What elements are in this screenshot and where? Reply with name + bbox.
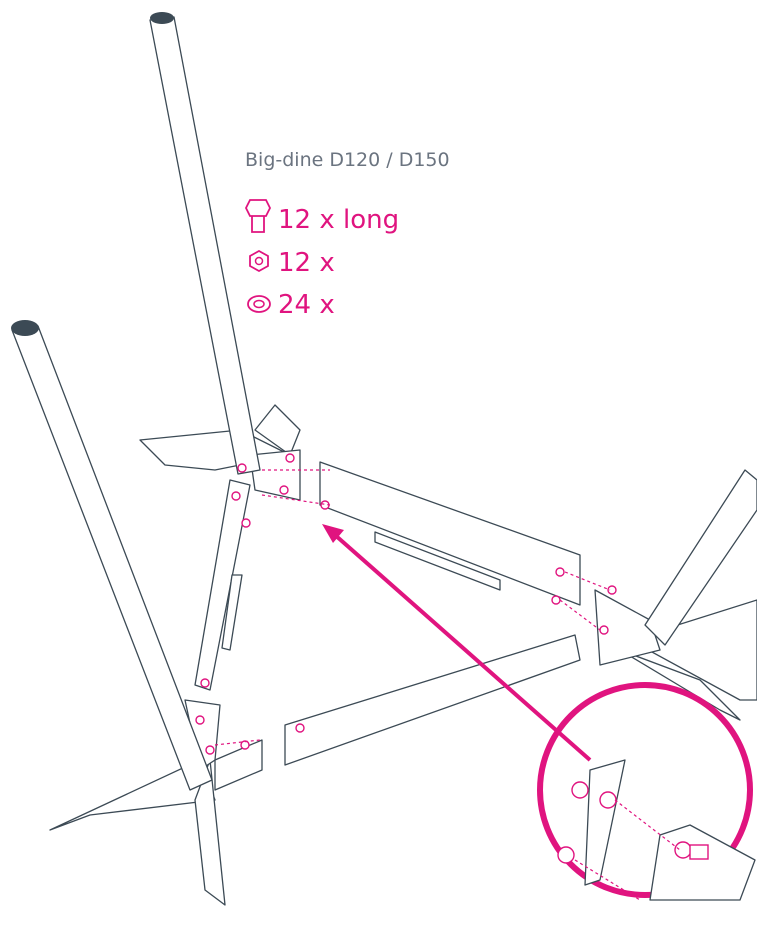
poles: [11, 12, 757, 790]
pole: [150, 17, 260, 474]
zoom-bolt: [690, 845, 708, 859]
bolt: [556, 568, 564, 576]
part-label: 24 x: [278, 290, 335, 320]
bolt: [242, 519, 250, 527]
pole: [12, 326, 212, 790]
bolt: [608, 586, 616, 594]
washer-icon-hole: [254, 301, 264, 308]
bolt: [232, 492, 240, 500]
page: Big-dine D120 / D150 12 x long 12 x 24 x…: [0, 0, 757, 940]
frame-beam: [195, 480, 250, 690]
parts-list: 12 x long 12 x 24 x: [246, 200, 399, 320]
frame-bracket: [215, 740, 262, 790]
bolt-icon: [246, 200, 270, 232]
nut-icon: [250, 251, 268, 271]
bolt: [600, 626, 608, 634]
bolt: [280, 486, 288, 494]
pole-cap: [150, 12, 174, 24]
bolt: [296, 724, 304, 732]
assembly-diagram: Big-dine D120 / D150 12 x long 12 x 24 x: [0, 0, 757, 940]
bolt: [201, 679, 209, 687]
zoom-nut: [558, 847, 574, 863]
title: Big-dine D120 / D150: [245, 149, 450, 171]
bolt: [206, 746, 214, 754]
bolt: [552, 596, 560, 604]
washer-icon: [248, 296, 270, 312]
frame-beam: [320, 462, 580, 605]
pole-cap: [11, 320, 39, 336]
bolt: [196, 716, 204, 724]
zoom-washer: [600, 792, 616, 808]
detail-zoom: [540, 685, 755, 900]
frame-beam: [285, 635, 580, 765]
part-label: 12 x long: [278, 205, 399, 235]
part-label: 12 x: [278, 248, 335, 278]
zoom-nut: [572, 782, 588, 798]
zoom-washer: [675, 842, 691, 858]
bolt: [286, 454, 294, 462]
bolt: [238, 464, 246, 472]
